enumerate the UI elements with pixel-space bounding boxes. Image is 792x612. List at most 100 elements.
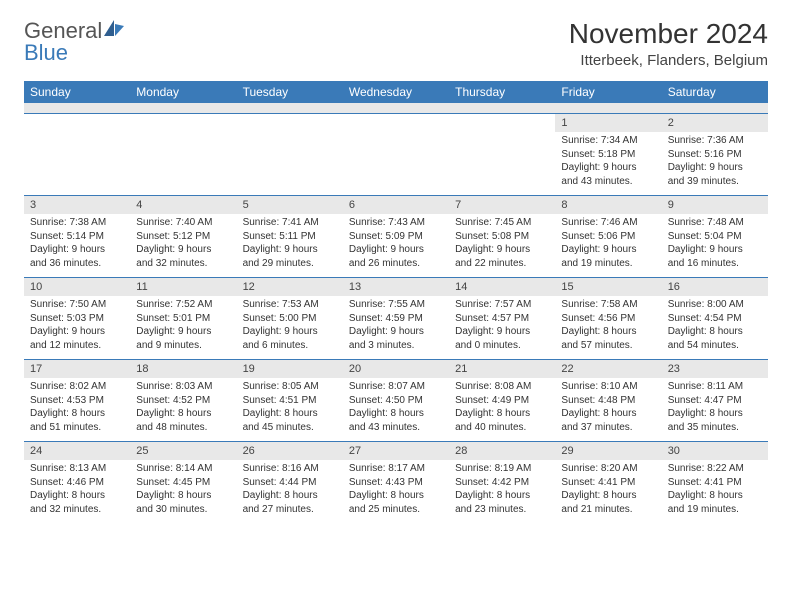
day-details: Sunrise: 8:00 AMSunset: 4:54 PMDaylight:… xyxy=(662,296,768,356)
weekday-header: Friday xyxy=(555,81,661,103)
day-details: Sunrise: 7:45 AMSunset: 5:08 PMDaylight:… xyxy=(449,214,555,274)
spacer-row xyxy=(24,103,768,113)
calendar-day-cell: 8Sunrise: 7:46 AMSunset: 5:06 PMDaylight… xyxy=(555,195,661,277)
sunrise-text: Sunrise: 8:13 AM xyxy=(30,462,124,476)
calendar-day-cell: 9Sunrise: 7:48 AMSunset: 5:04 PMDaylight… xyxy=(662,195,768,277)
daylight-text: Daylight: 8 hours and 35 minutes. xyxy=(668,407,762,434)
calendar-day-cell xyxy=(343,113,449,195)
day-number: 26 xyxy=(237,442,343,461)
calendar-body: 1Sunrise: 7:34 AMSunset: 5:18 PMDaylight… xyxy=(24,103,768,523)
weekday-header: Monday xyxy=(130,81,236,103)
calendar-day-cell: 30Sunrise: 8:22 AMSunset: 4:41 PMDayligh… xyxy=(662,441,768,523)
daylight-text: Daylight: 9 hours and 36 minutes. xyxy=(30,243,124,270)
sunset-text: Sunset: 5:16 PM xyxy=(668,148,762,162)
daylight-text: Daylight: 8 hours and 45 minutes. xyxy=(243,407,337,434)
day-details: Sunrise: 7:50 AMSunset: 5:03 PMDaylight:… xyxy=(24,296,130,356)
calendar-week-row: 1Sunrise: 7:34 AMSunset: 5:18 PMDaylight… xyxy=(24,113,768,195)
sunset-text: Sunset: 5:09 PM xyxy=(349,230,443,244)
logo-sail-icon xyxy=(102,18,126,38)
calendar-day-cell: 22Sunrise: 8:10 AMSunset: 4:48 PMDayligh… xyxy=(555,359,661,441)
day-number: 1 xyxy=(555,114,661,133)
sunset-text: Sunset: 4:45 PM xyxy=(136,476,230,490)
calendar-day-cell: 1Sunrise: 7:34 AMSunset: 5:18 PMDaylight… xyxy=(555,113,661,195)
day-number: 8 xyxy=(555,196,661,215)
sunrise-text: Sunrise: 7:45 AM xyxy=(455,216,549,230)
calendar-day-cell: 16Sunrise: 8:00 AMSunset: 4:54 PMDayligh… xyxy=(662,277,768,359)
sunrise-text: Sunrise: 8:22 AM xyxy=(668,462,762,476)
calendar-day-cell: 11Sunrise: 7:52 AMSunset: 5:01 PMDayligh… xyxy=(130,277,236,359)
daylight-text: Daylight: 8 hours and 30 minutes. xyxy=(136,489,230,516)
daylight-text: Daylight: 9 hours and 39 minutes. xyxy=(668,161,762,188)
sunset-text: Sunset: 4:56 PM xyxy=(561,312,655,326)
day-details: Sunrise: 8:03 AMSunset: 4:52 PMDaylight:… xyxy=(130,378,236,438)
daylight-text: Daylight: 9 hours and 0 minutes. xyxy=(455,325,549,352)
daylight-text: Daylight: 9 hours and 3 minutes. xyxy=(349,325,443,352)
calendar-day-cell: 13Sunrise: 7:55 AMSunset: 4:59 PMDayligh… xyxy=(343,277,449,359)
location-label: Itterbeek, Flanders, Belgium xyxy=(569,52,768,69)
calendar-day-cell: 3Sunrise: 7:38 AMSunset: 5:14 PMDaylight… xyxy=(24,195,130,277)
day-details: Sunrise: 8:02 AMSunset: 4:53 PMDaylight:… xyxy=(24,378,130,438)
day-number: 30 xyxy=(662,442,768,461)
sunrise-text: Sunrise: 7:48 AM xyxy=(668,216,762,230)
sunrise-text: Sunrise: 8:19 AM xyxy=(455,462,549,476)
weekday-header: Tuesday xyxy=(237,81,343,103)
sunrise-text: Sunrise: 8:16 AM xyxy=(243,462,337,476)
daylight-text: Daylight: 9 hours and 16 minutes. xyxy=(668,243,762,270)
calendar-day-cell: 29Sunrise: 8:20 AMSunset: 4:41 PMDayligh… xyxy=(555,441,661,523)
sunrise-text: Sunrise: 8:05 AM xyxy=(243,380,337,394)
sunrise-text: Sunrise: 7:55 AM xyxy=(349,298,443,312)
day-details: Sunrise: 8:10 AMSunset: 4:48 PMDaylight:… xyxy=(555,378,661,438)
calendar-week-row: 24Sunrise: 8:13 AMSunset: 4:46 PMDayligh… xyxy=(24,441,768,523)
sunrise-text: Sunrise: 7:53 AM xyxy=(243,298,337,312)
daylight-text: Daylight: 8 hours and 32 minutes. xyxy=(30,489,124,516)
calendar-day-cell: 15Sunrise: 7:58 AMSunset: 4:56 PMDayligh… xyxy=(555,277,661,359)
sunrise-text: Sunrise: 8:07 AM xyxy=(349,380,443,394)
sunrise-text: Sunrise: 7:43 AM xyxy=(349,216,443,230)
sunset-text: Sunset: 4:43 PM xyxy=(349,476,443,490)
title-block: November 2024 Itterbeek, Flanders, Belgi… xyxy=(569,18,768,69)
weekday-header: Thursday xyxy=(449,81,555,103)
calendar-week-row: 10Sunrise: 7:50 AMSunset: 5:03 PMDayligh… xyxy=(24,277,768,359)
sunrise-text: Sunrise: 8:10 AM xyxy=(561,380,655,394)
weekday-header-row: Sunday Monday Tuesday Wednesday Thursday… xyxy=(24,81,768,103)
day-details: Sunrise: 7:41 AMSunset: 5:11 PMDaylight:… xyxy=(237,214,343,274)
sunrise-text: Sunrise: 8:20 AM xyxy=(561,462,655,476)
sunrise-text: Sunrise: 8:02 AM xyxy=(30,380,124,394)
sunrise-text: Sunrise: 8:11 AM xyxy=(668,380,762,394)
calendar-day-cell: 20Sunrise: 8:07 AMSunset: 4:50 PMDayligh… xyxy=(343,359,449,441)
weekday-header: Wednesday xyxy=(343,81,449,103)
sunset-text: Sunset: 5:08 PM xyxy=(455,230,549,244)
daylight-text: Daylight: 9 hours and 22 minutes. xyxy=(455,243,549,270)
day-number: 15 xyxy=(555,278,661,297)
sunset-text: Sunset: 4:48 PM xyxy=(561,394,655,408)
sunrise-text: Sunrise: 7:41 AM xyxy=(243,216,337,230)
day-number: 2 xyxy=(662,114,768,133)
sunset-text: Sunset: 4:44 PM xyxy=(243,476,337,490)
sunset-text: Sunset: 4:49 PM xyxy=(455,394,549,408)
day-details: Sunrise: 8:05 AMSunset: 4:51 PMDaylight:… xyxy=(237,378,343,438)
day-number: 4 xyxy=(130,196,236,215)
day-details: Sunrise: 7:48 AMSunset: 5:04 PMDaylight:… xyxy=(662,214,768,274)
sunrise-text: Sunrise: 8:03 AM xyxy=(136,380,230,394)
day-number: 21 xyxy=(449,360,555,379)
sunrise-text: Sunrise: 8:17 AM xyxy=(349,462,443,476)
calendar-day-cell: 27Sunrise: 8:17 AMSunset: 4:43 PMDayligh… xyxy=(343,441,449,523)
calendar-day-cell: 21Sunrise: 8:08 AMSunset: 4:49 PMDayligh… xyxy=(449,359,555,441)
daylight-text: Daylight: 8 hours and 57 minutes. xyxy=(561,325,655,352)
calendar-day-cell: 28Sunrise: 8:19 AMSunset: 4:42 PMDayligh… xyxy=(449,441,555,523)
sunset-text: Sunset: 4:41 PM xyxy=(668,476,762,490)
calendar-day-cell: 7Sunrise: 7:45 AMSunset: 5:08 PMDaylight… xyxy=(449,195,555,277)
calendar-day-cell: 14Sunrise: 7:57 AMSunset: 4:57 PMDayligh… xyxy=(449,277,555,359)
day-number: 9 xyxy=(662,196,768,215)
day-details: Sunrise: 7:36 AMSunset: 5:16 PMDaylight:… xyxy=(662,132,768,192)
calendar-day-cell: 4Sunrise: 7:40 AMSunset: 5:12 PMDaylight… xyxy=(130,195,236,277)
weekday-header: Sunday xyxy=(24,81,130,103)
calendar-day-cell xyxy=(24,113,130,195)
day-details: Sunrise: 7:52 AMSunset: 5:01 PMDaylight:… xyxy=(130,296,236,356)
day-number: 17 xyxy=(24,360,130,379)
sunrise-text: Sunrise: 7:58 AM xyxy=(561,298,655,312)
day-number: 5 xyxy=(237,196,343,215)
sunset-text: Sunset: 4:41 PM xyxy=(561,476,655,490)
day-details: Sunrise: 7:57 AMSunset: 4:57 PMDaylight:… xyxy=(449,296,555,356)
daylight-text: Daylight: 8 hours and 54 minutes. xyxy=(668,325,762,352)
